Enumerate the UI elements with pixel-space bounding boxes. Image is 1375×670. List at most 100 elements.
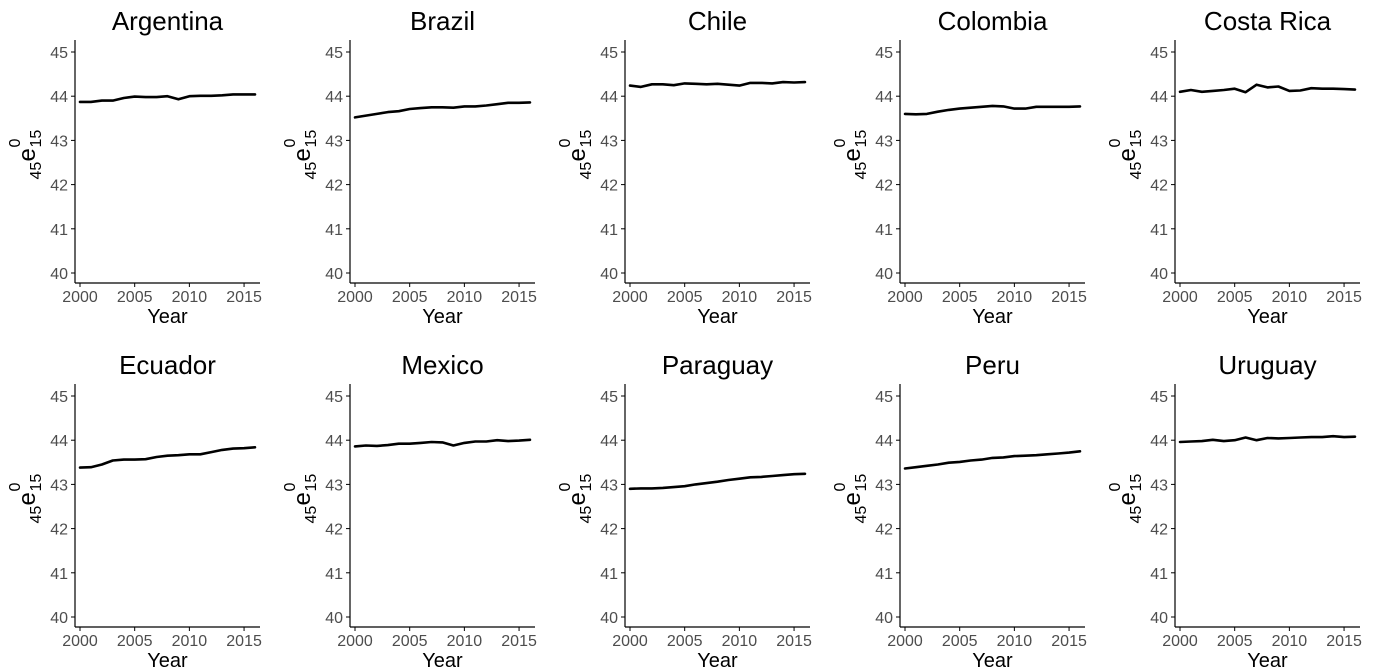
svg-text:45: 45 — [578, 162, 595, 180]
y-tick-label: 41 — [50, 566, 68, 583]
svg-text:e: e — [1114, 492, 1141, 505]
y-tick-label: 42 — [50, 522, 68, 539]
y-tick-label: 44 — [50, 433, 68, 450]
x-axis-label: Year — [697, 306, 738, 328]
y-tick-label: 42 — [1150, 178, 1168, 195]
x-tick-label: 2005 — [942, 289, 978, 306]
svg-text:0: 0 — [557, 483, 574, 492]
x-tick-label: 2015 — [1051, 633, 1087, 650]
x-tick-label: 2005 — [117, 289, 153, 306]
y-tick-label: 43 — [325, 133, 343, 150]
svg-text:15: 15 — [853, 474, 870, 492]
panel-colombia: Colombia 40 41 42 43 44 45 2000 2005 2010 2015 Year… — [832, 6, 1087, 328]
svg-text:0: 0 — [1107, 139, 1124, 148]
x-tick-label: 2010 — [172, 289, 208, 306]
y-tick-label: 45 — [600, 45, 618, 62]
y-tick-label: 45 — [600, 389, 618, 406]
x-tick-label: 2000 — [337, 289, 373, 306]
y-tick-label: 41 — [875, 222, 893, 239]
series-line — [78, 93, 257, 104]
x-tick-label: 2015 — [226, 633, 262, 650]
y-tick-label: 42 — [875, 522, 893, 539]
svg-text:0: 0 — [1107, 483, 1124, 492]
y-tick-label: 41 — [600, 222, 618, 239]
series-line — [628, 80, 807, 89]
y-tick-label: 45 — [1150, 389, 1168, 406]
panel-paraguay: Paraguay 40 41 42 43 44 45 2000 2005 2010 2015 Year… — [557, 350, 812, 670]
y-tick-label: 45 — [325, 389, 343, 406]
y-tick-label: 42 — [325, 522, 343, 539]
x-tick-label: 2005 — [1217, 289, 1253, 306]
y-tick-label: 43 — [600, 133, 618, 150]
svg-text:e: e — [289, 148, 316, 161]
series-line — [903, 104, 1082, 116]
svg-text:0: 0 — [282, 139, 299, 148]
y-tick-label: 44 — [875, 89, 893, 106]
y-tick-label: 40 — [875, 266, 893, 283]
x-tick-label: 2000 — [612, 289, 648, 306]
y-tick-label: 42 — [875, 178, 893, 195]
panel-title: Uruguay — [1218, 350, 1316, 380]
x-axis-label: Year — [972, 306, 1013, 328]
svg-text:e: e — [839, 148, 866, 161]
y-tick-label: 43 — [1150, 477, 1168, 494]
x-tick-label: 2010 — [722, 633, 758, 650]
x-tick-label: 2000 — [62, 289, 98, 306]
svg-text:e: e — [289, 492, 316, 505]
svg-text:0: 0 — [557, 139, 574, 148]
series-line — [1178, 434, 1357, 444]
x-axis-label: Year — [1247, 650, 1288, 670]
svg-text:e: e — [14, 148, 41, 161]
series-line — [628, 472, 807, 491]
y-tick-label: 40 — [600, 266, 618, 283]
x-tick-label: 2000 — [1162, 289, 1198, 306]
x-tick-label: 2000 — [887, 633, 923, 650]
y-tick-label: 44 — [50, 89, 68, 106]
y-tick-label: 45 — [875, 389, 893, 406]
y-tick-label: 40 — [325, 610, 343, 627]
y-tick-label: 41 — [600, 566, 618, 583]
svg-text:45: 45 — [28, 162, 45, 180]
y-tick-label: 44 — [600, 89, 618, 106]
y-tick-label: 41 — [1150, 566, 1168, 583]
x-axis-label: Year — [697, 650, 738, 670]
panel-uruguay: Uruguay 40 41 42 43 44 45 2000 2005 2010 2015 Year 4… — [1107, 350, 1362, 670]
y-tick-label: 40 — [600, 610, 618, 627]
y-tick-label: 42 — [600, 522, 618, 539]
panel-title: Argentina — [112, 6, 224, 36]
y-tick-label: 41 — [325, 566, 343, 583]
y-tick-label: 43 — [50, 133, 68, 150]
x-tick-label: 2005 — [392, 633, 428, 650]
x-tick-label: 2015 — [501, 289, 537, 306]
y-tick-label: 42 — [1150, 522, 1168, 539]
y-tick-label: 40 — [1150, 610, 1168, 627]
panel-title: Colombia — [938, 6, 1048, 36]
x-tick-label: 2005 — [667, 289, 703, 306]
y-tick-label: 44 — [1150, 433, 1168, 450]
svg-text:e: e — [564, 492, 591, 505]
y-tick-label: 42 — [50, 178, 68, 195]
x-tick-label: 2015 — [1051, 289, 1087, 306]
x-tick-label: 2005 — [117, 633, 153, 650]
x-tick-label: 2010 — [722, 289, 758, 306]
x-tick-label: 2000 — [337, 633, 373, 650]
panel-title: Mexico — [401, 350, 483, 380]
panel-title: Peru — [965, 350, 1020, 380]
x-tick-label: 2010 — [172, 633, 208, 650]
svg-text:45: 45 — [28, 506, 45, 524]
y-tick-label: 42 — [600, 178, 618, 195]
svg-text:15: 15 — [1128, 130, 1145, 148]
svg-text:15: 15 — [578, 474, 595, 492]
x-tick-label: 2010 — [447, 633, 483, 650]
svg-text:45: 45 — [1128, 162, 1145, 180]
y-tick-label: 40 — [875, 610, 893, 627]
x-tick-label: 2015 — [1326, 633, 1362, 650]
y-tick-label: 45 — [325, 45, 343, 62]
svg-text:45: 45 — [1128, 506, 1145, 524]
svg-text:15: 15 — [303, 474, 320, 492]
